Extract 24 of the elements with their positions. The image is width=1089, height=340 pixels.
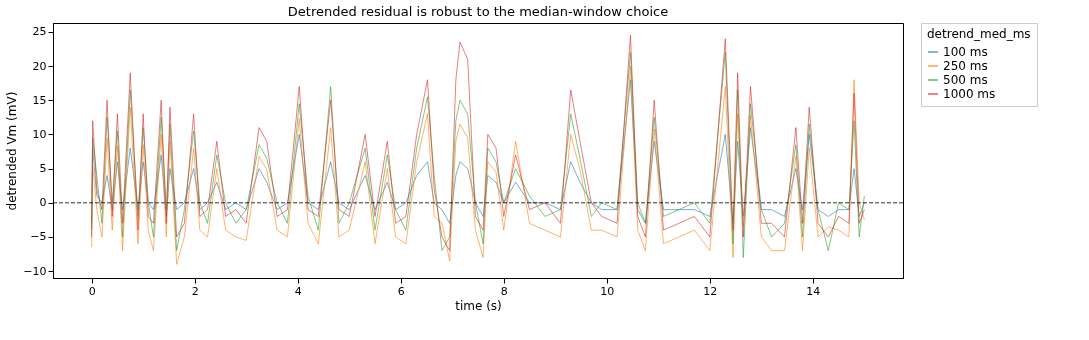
x-tick-label: 10 <box>600 284 615 298</box>
x-tick-label: 0 <box>88 284 96 298</box>
y-axis-title: detrended Vm (mV) <box>5 91 20 211</box>
x-tick-label: 4 <box>294 284 302 298</box>
y-tick-label: 10 <box>32 127 47 141</box>
y-tick-label: 25 <box>32 25 47 39</box>
legend-label: 500 ms <box>943 73 988 87</box>
x-axis-title: time (s) <box>455 298 502 313</box>
chart-title: Detrended residual is robust to the median-window choice <box>287 3 669 19</box>
legend-label: 250 ms <box>943 59 988 73</box>
x-tick-label: 8 <box>500 284 508 298</box>
y-tick-label: 20 <box>32 59 47 73</box>
y-tick-label: 15 <box>32 93 47 107</box>
y-tick-label: 0 <box>39 196 47 210</box>
x-tick-label: 2 <box>191 284 199 298</box>
legend-title: detrend_med_ms <box>927 27 1031 41</box>
y-tick-label: −10 <box>23 264 47 278</box>
legend-label: 1000 ms <box>943 87 996 101</box>
x-tick-label: 6 <box>397 284 405 298</box>
y-tick-label: 5 <box>39 162 47 176</box>
y-tick-label: −5 <box>30 230 47 244</box>
legend-label: 100 ms <box>943 45 988 59</box>
x-tick-label: 14 <box>806 284 821 298</box>
x-tick-label: 12 <box>703 284 718 298</box>
